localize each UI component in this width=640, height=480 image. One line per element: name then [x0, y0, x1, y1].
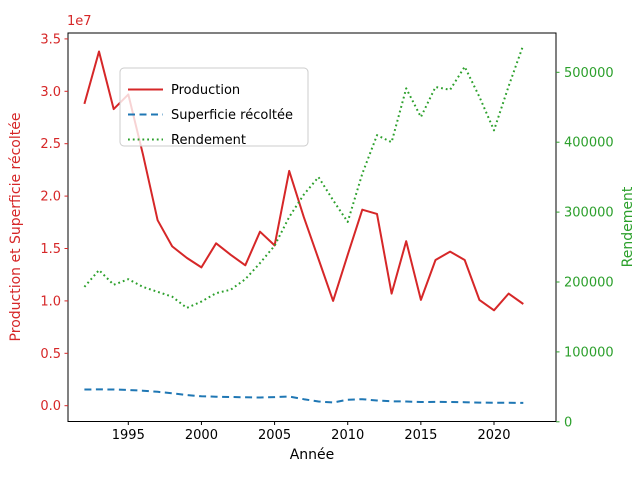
x-tick-label: 2015 — [404, 428, 437, 443]
x-axis-title: Année — [290, 447, 335, 463]
legend-label: Production — [171, 83, 240, 98]
right-tick-label: 400000 — [564, 136, 614, 151]
legend-box — [119, 67, 309, 147]
right-tick-label: 300000 — [564, 206, 614, 221]
right-tick-label: 200000 — [564, 276, 614, 291]
left-tick-label: 1.5 — [40, 242, 61, 257]
left-tick-label: 0.5 — [40, 347, 61, 362]
right-tick-label: 500000 — [564, 66, 614, 81]
left-axis-title: Production et Superficie récoltée — [8, 113, 24, 342]
x-tick-label: 2020 — [477, 428, 510, 443]
series-line-dotted — [83, 44, 525, 309]
left-tick-label: 2.0 — [40, 190, 61, 205]
right-tick-label: 0 — [564, 415, 572, 430]
left-axis-offset-label: 1e7 — [67, 14, 92, 29]
x-tick-label: 2005 — [258, 428, 291, 443]
legend-label: Rendement — [171, 133, 246, 148]
x-tick-label: 2000 — [185, 428, 218, 443]
plot-border — [67, 32, 557, 422]
x-tick-label: 1995 — [112, 428, 145, 443]
left-tick-label: 3.0 — [40, 85, 61, 100]
legend-label: Superficie récoltée — [171, 108, 293, 123]
left-tick-label: 2.5 — [40, 137, 61, 152]
x-tick-label: 2010 — [331, 428, 364, 443]
right-axis-title: Rendement — [620, 186, 636, 267]
left-tick-label: 1.0 — [40, 294, 61, 309]
left-tick-label: 0.0 — [40, 399, 61, 414]
left-tick-label: 3.5 — [40, 32, 61, 47]
series-line-solid — [83, 50, 524, 312]
right-tick-label: 100000 — [564, 345, 614, 360]
series-line-dashed — [84, 388, 524, 404]
